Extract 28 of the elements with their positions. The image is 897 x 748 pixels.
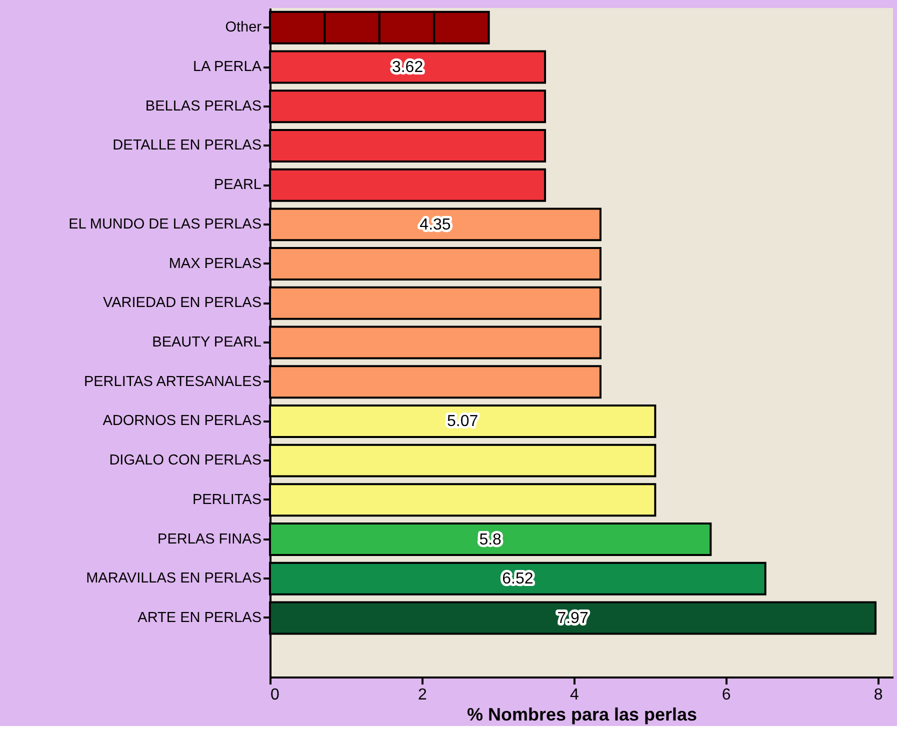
y-tick-label: MAX PERLAS — [168, 256, 262, 272]
x-tick-label: 0 — [270, 686, 280, 704]
data-label: 6.52 — [502, 570, 534, 588]
data-label: 5.8 — [479, 531, 502, 548]
y-tick-label: ADORNOS EN PERLAS — [102, 413, 262, 430]
y-tick-label: ARTE EN PERLAS — [138, 610, 262, 626]
y-tick-label: PERLITAS — [192, 492, 262, 508]
x-tick-label: 6 — [722, 686, 731, 704]
data-label: 5.07 — [447, 413, 478, 430]
x-axis-title: % Nombres para las perlas — [466, 704, 698, 724]
y-tick-label: PEARL — [214, 177, 262, 194]
y-tick-label: BEAUTY PEARL — [152, 334, 262, 350]
x-tick-label: 8 — [874, 686, 883, 704]
y-tick-label: MARAVILLAS EN PERLAS — [86, 570, 262, 587]
x-tick-label: 2 — [418, 686, 427, 704]
y-tick-label: DETALLE EN PERLAS — [112, 138, 262, 154]
y-tick-label: PERLAS FINAS — [158, 531, 262, 548]
x-tick-label: 4 — [570, 686, 579, 704]
y-tick-label: BELLAS PERLAS — [145, 98, 262, 114]
data-label: 3.62 — [392, 59, 424, 76]
y-tick-label: VARIEDAD EN PERLAS — [103, 295, 262, 312]
data-label: 7.97 — [557, 610, 588, 627]
data-label: 4.35 — [420, 216, 451, 234]
y-tick-label: Other — [225, 20, 262, 36]
y-tick-label: DIGALO CON PERLAS — [109, 452, 262, 469]
y-tick-label: PERLITAS ARTESANALES — [84, 374, 262, 390]
y-tick-label: EL MUNDO DE LAS PERLAS — [68, 216, 262, 232]
y-tick-label: LA PERLA — [192, 59, 262, 76]
